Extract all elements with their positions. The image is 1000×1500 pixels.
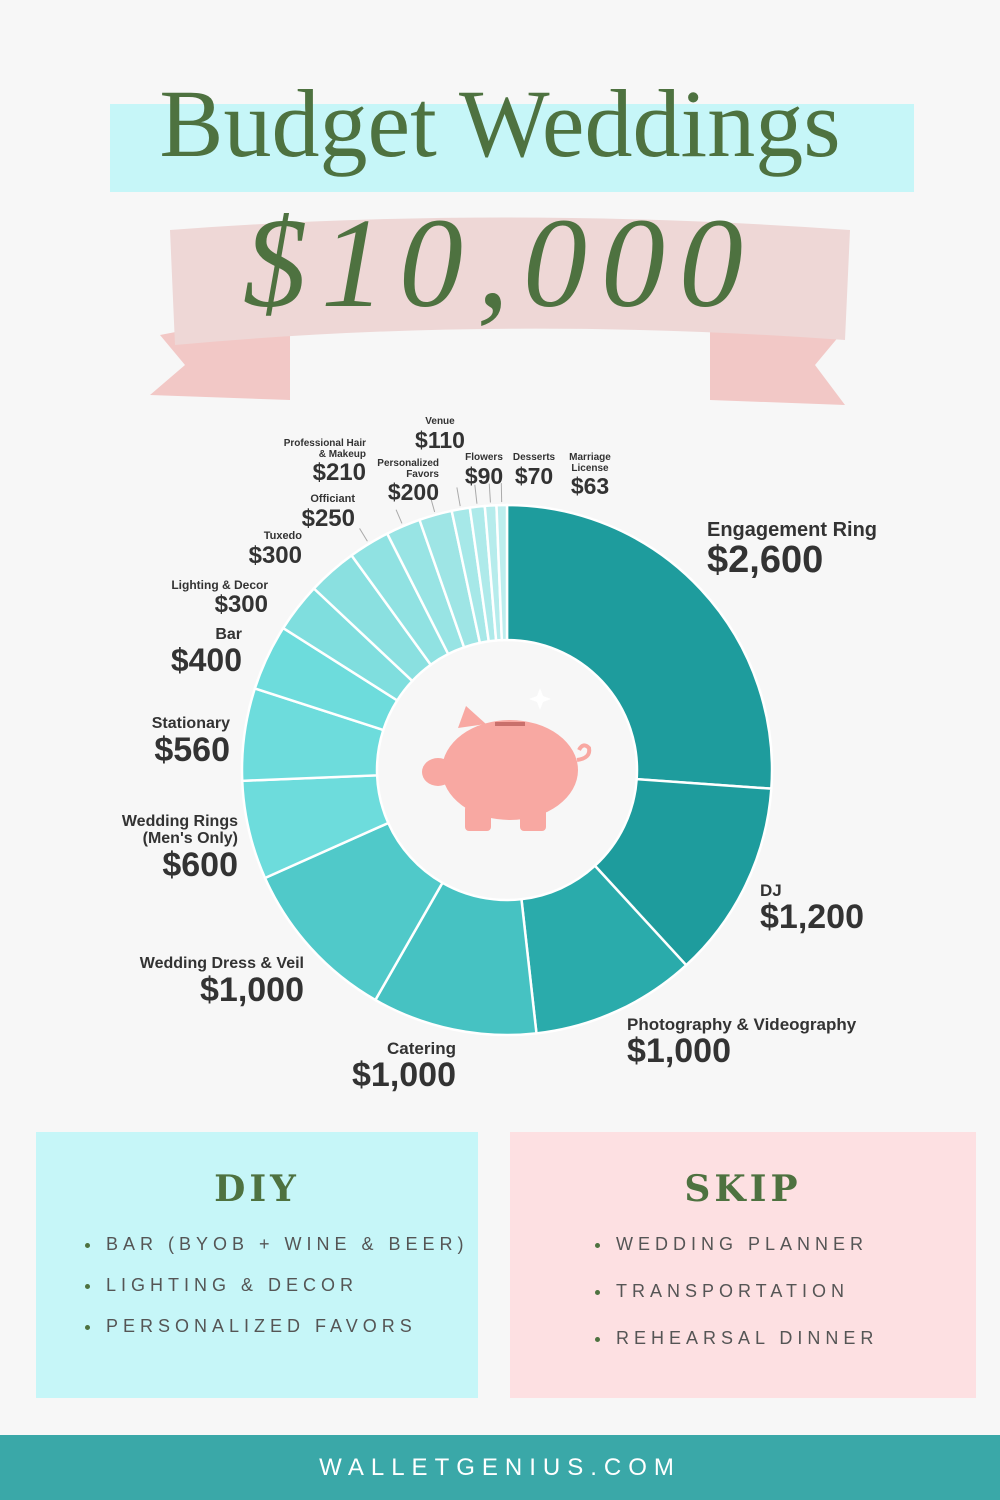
category-name: Catering	[387, 1039, 456, 1058]
piggy-bank	[422, 688, 592, 831]
category-name: Lighting & Decor	[171, 578, 268, 592]
title-band	[110, 104, 914, 192]
slice-label: Marriage License $63	[560, 452, 620, 499]
chart	[110, 104, 914, 1037]
slice-label: Catering $1,000	[256, 1040, 456, 1094]
list-item: LIGHTING & DECOR	[102, 1275, 478, 1296]
category-name: Wedding Rings (Men's Only)	[121, 813, 238, 847]
value-label: $1,000	[200, 970, 304, 1009]
slice-label: Wedding Rings (Men's Only) $600	[98, 813, 238, 884]
slice-label: Tuxedo $300	[202, 530, 302, 569]
skip-title: SKIP	[684, 1168, 802, 1210]
value-label: $300	[214, 590, 268, 618]
category-name: Tuxedo	[263, 530, 302, 542]
value-label: $2,600	[707, 539, 824, 581]
value-label: $1,000	[352, 1055, 456, 1094]
category-name: Engagement Ring	[707, 519, 878, 541]
diy-title: DIY	[214, 1168, 300, 1210]
slice-label: DJ $1,200	[760, 882, 960, 936]
slice-label: Wedding Dress & Veil $1,000	[104, 955, 304, 1009]
slice-label: Stationary $560	[90, 715, 230, 769]
leader-line	[474, 484, 478, 504]
slice-label: Venue $110	[400, 416, 480, 453]
slice-label: Bar $400	[122, 626, 242, 678]
category-name: Venue	[425, 416, 455, 427]
diy-list: BAR (BYOB + WINE & BEER) LIGHTING & DECOR…	[36, 1234, 478, 1337]
value-label: $110	[415, 426, 465, 453]
value-label: $1,200	[760, 897, 864, 936]
list-item: REHEARSAL DINNER	[612, 1328, 976, 1349]
leader-line	[430, 497, 436, 513]
slice-label: Personalized Favors $200	[359, 458, 439, 505]
category-name: Photography & Videography	[627, 1015, 857, 1034]
slice	[505, 503, 774, 791]
leader-line	[488, 483, 491, 503]
list-item: TRANSPORTATION	[612, 1281, 976, 1302]
slice-label: Engagement Ring $2,600	[707, 520, 967, 581]
category-name: Flowers	[465, 452, 503, 463]
category-name: DJ	[760, 881, 782, 900]
category-name: Bar	[215, 626, 242, 643]
category-name: Professional Hair & Makeup	[283, 438, 366, 460]
slice-label: Flowers $90	[454, 452, 514, 489]
list-item: PERSONALIZED FAVORS	[102, 1316, 478, 1337]
leader-line	[395, 509, 403, 524]
value-label: $400	[170, 641, 242, 678]
list-item: BAR (BYOB + WINE & BEER)	[102, 1234, 478, 1255]
slice-label: Professional Hair & Makeup $210	[276, 438, 366, 486]
slice	[495, 503, 509, 642]
value-label: $63	[570, 473, 610, 499]
ribbon	[170, 217, 850, 345]
value-label: $1,000	[627, 1031, 731, 1070]
value-label: $560	[154, 730, 230, 769]
value-label: $300	[248, 541, 302, 569]
category-name: Marriage License	[569, 452, 611, 474]
diy-panel: DIY BAR (BYOB + WINE & BEER) LIGHTING & D…	[36, 1132, 478, 1398]
leader-line	[456, 487, 461, 507]
value-label: $200	[387, 479, 439, 505]
skip-list: WEDDING PLANNER TRANSPORTATION REHEARSAL D…	[510, 1234, 976, 1349]
list-item: WEDDING PLANNER	[612, 1234, 976, 1255]
footer: WALLETGENIUS.COM	[0, 1435, 1000, 1500]
value-label: $600	[162, 845, 238, 884]
value-label: $250	[301, 504, 355, 532]
value-label: $90	[464, 462, 504, 489]
title: Budget Weddings	[159, 70, 841, 177]
subtitle: $10,000	[243, 192, 757, 334]
category-name: Desserts	[512, 452, 556, 463]
leader-line	[359, 528, 368, 542]
slice-label: Desserts $70	[504, 452, 564, 489]
category-name: Wedding Dress & Veil	[139, 955, 304, 972]
category-name: Personalized Favors	[377, 458, 439, 480]
category-name: Officiant	[310, 493, 355, 505]
slice-label: Photography & Videography $1,000	[627, 1016, 887, 1070]
value-label: $70	[514, 462, 554, 489]
value-label: $210	[312, 459, 366, 486]
slice-label: Lighting & Decor $300	[148, 579, 268, 617]
slice-label: Officiant $250	[255, 493, 355, 532]
category-name: Stationary	[151, 715, 230, 732]
skip-panel: SKIP WEDDING PLANNER TRANSPORTATION REHEAR…	[510, 1132, 976, 1398]
